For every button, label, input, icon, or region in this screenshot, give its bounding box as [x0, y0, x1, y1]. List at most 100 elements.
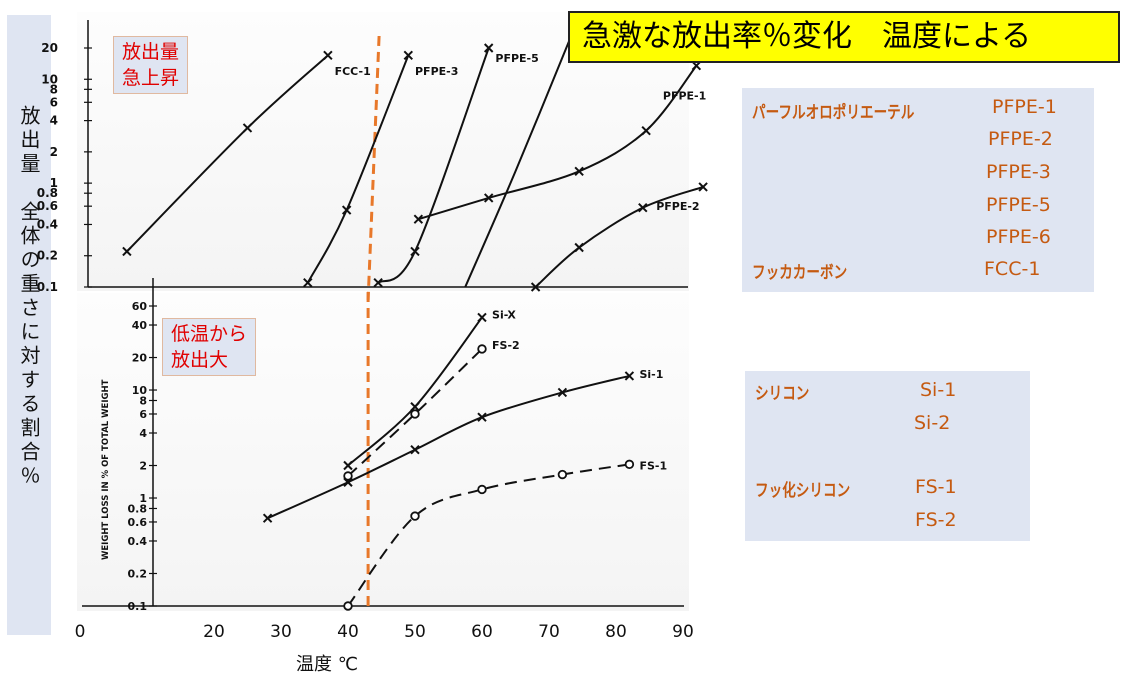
bottom-y-tick-label: 0.1 — [128, 600, 148, 613]
series-label-si-1: Si-1 — [639, 368, 663, 381]
x-tick-label: 20 — [203, 622, 225, 642]
legend-item-fs-1: FS-1 — [915, 476, 957, 498]
series-line-pfpe-6 — [464, 32, 574, 288]
y-axis-label-panel: 放出量 全体の重さに対する割合％ — [7, 15, 51, 635]
point-pfpe-1 — [483, 193, 494, 203]
point-mark — [262, 513, 273, 523]
point-mark — [410, 246, 420, 257]
x-tick-label: 90 — [672, 622, 694, 642]
series-label-pfpe-5: PFPE-5 — [495, 52, 538, 65]
point-mark — [483, 193, 494, 203]
point-pfpe-1 — [691, 61, 702, 71]
x-tick-label: 60 — [471, 622, 493, 642]
legend-silicone-category-2: フッ化シリコン — [755, 481, 851, 501]
bottom-y-tick-label: 2 — [139, 460, 147, 473]
bottom-y-tick-label: 4 — [139, 427, 147, 440]
series-line-fs-1 — [347, 463, 630, 607]
point-mark — [403, 50, 414, 61]
legend-silicone: シリコン Si-1 Si-2 フッ化シリコン FS-1 FS-2 — [745, 371, 1030, 541]
point-fs-1 — [624, 459, 635, 470]
top-y-tick-label: 20 — [41, 41, 58, 55]
point-pfpe-1 — [574, 166, 584, 177]
top-y-tick-label: 10 — [41, 72, 58, 86]
series-line-pfpe-2 — [534, 185, 704, 288]
point-pfpe-5 — [373, 277, 383, 288]
point-si-1 — [262, 513, 273, 523]
point-mark — [413, 214, 424, 224]
bottom-y-tick-label: 20 — [132, 352, 148, 365]
point-mark — [343, 460, 353, 471]
bottom-y-tick-label: 8 — [139, 394, 147, 407]
series-line-pfpe-5 — [377, 47, 490, 284]
top-y-tick-label: 6 — [50, 95, 58, 109]
bottom-y-tick-label: 60 — [132, 300, 148, 313]
series-label-si-x: Si-X — [492, 309, 516, 322]
point-fs-2 — [343, 471, 353, 481]
point-si-1 — [624, 371, 635, 381]
x-tick-label: 70 — [538, 622, 560, 642]
legend-item-pfpe-5: PFPE-5 — [986, 194, 1051, 216]
y-axis-title: 放出量 全体の重さに対する割合％ — [17, 105, 41, 489]
legend-item-pfpe-6: PFPE-6 — [986, 226, 1051, 248]
point-mark — [557, 387, 568, 398]
series-line-si-1 — [267, 374, 630, 520]
point-pfpe-3 — [403, 50, 414, 61]
x-tick-label: 40 — [337, 622, 359, 642]
legend-item-si-2: Si-2 — [914, 412, 951, 434]
bottom-y-tick-label: 0.6 — [128, 516, 148, 529]
legend-item-si-1: Si-1 — [920, 379, 957, 401]
point-si-1 — [410, 445, 420, 455]
note-bottom-line-1: 低温から — [171, 323, 248, 345]
legend-item-fs-2: FS-2 — [915, 509, 957, 531]
point-mark — [373, 277, 383, 288]
x-tick-label: 50 — [404, 622, 426, 642]
note-top-line-2: 急上昇 — [122, 67, 180, 89]
bottom-y-tick-label: 0.4 — [128, 535, 148, 548]
point-mark — [530, 282, 541, 292]
point-mark — [122, 246, 132, 257]
series-label-pfpe-3: PFPE-3 — [415, 65, 458, 78]
point-mark — [574, 166, 584, 177]
top-y-tick-label: 0.1 — [37, 280, 58, 294]
point-fs-1 — [410, 511, 420, 521]
point-fcc-1 — [122, 246, 132, 257]
point-mark — [641, 125, 651, 136]
top-y-tick-label: 1 — [50, 176, 58, 190]
point-mark — [574, 242, 584, 253]
note-top-line-1: 放出量 — [122, 41, 180, 63]
bottom-y-tick-label: 0.8 — [128, 502, 148, 515]
point-fs-1 — [477, 484, 487, 495]
bottom-y-tick-label: 0.2 — [128, 567, 148, 580]
point-mark — [410, 402, 420, 412]
point-mark — [691, 61, 702, 71]
series-label-fs-1: FS-1 — [639, 460, 667, 473]
point-mark — [303, 277, 313, 288]
series-label-pfpe-2: PFPE-2 — [656, 200, 699, 213]
point-si-1 — [477, 412, 487, 422]
series-label-pfpe-1: PFPE-1 — [663, 89, 706, 102]
top-threshold-line — [366, 35, 381, 301]
top-y-tick-label: 0.6 — [37, 199, 58, 213]
point-pfpe-5 — [410, 246, 420, 257]
point-pfpe-3 — [341, 205, 352, 215]
top-y-tick-label: 0.8 — [37, 186, 58, 200]
point-mark — [638, 202, 648, 213]
legend-silicone-category-1: シリコン — [755, 384, 810, 404]
point-pfpe-3 — [303, 277, 313, 288]
point-fs-2 — [477, 344, 487, 354]
legend-item-pfpe-1: PFPE-1 — [992, 96, 1057, 118]
top-y-tick-label: 0.4 — [37, 217, 58, 231]
note-top: 放出量 急上昇 — [113, 36, 189, 94]
series-line-pfpe-3 — [306, 54, 410, 284]
point-si-1 — [557, 387, 568, 398]
point-si-1 — [343, 477, 353, 487]
legend-item-fcc-1: FCC-1 — [984, 258, 1041, 280]
legend-item-pfpe-3: PFPE-3 — [986, 161, 1051, 183]
point-mark — [242, 123, 253, 133]
top-y-tick-label: 2 — [50, 145, 58, 159]
point-fcc-1 — [242, 123, 253, 133]
point-fs-1 — [343, 601, 353, 611]
legend-fluoro-category-1: パーフルオロポリエーテル — [752, 103, 915, 123]
series-label-fs-2: FS-2 — [492, 339, 520, 352]
